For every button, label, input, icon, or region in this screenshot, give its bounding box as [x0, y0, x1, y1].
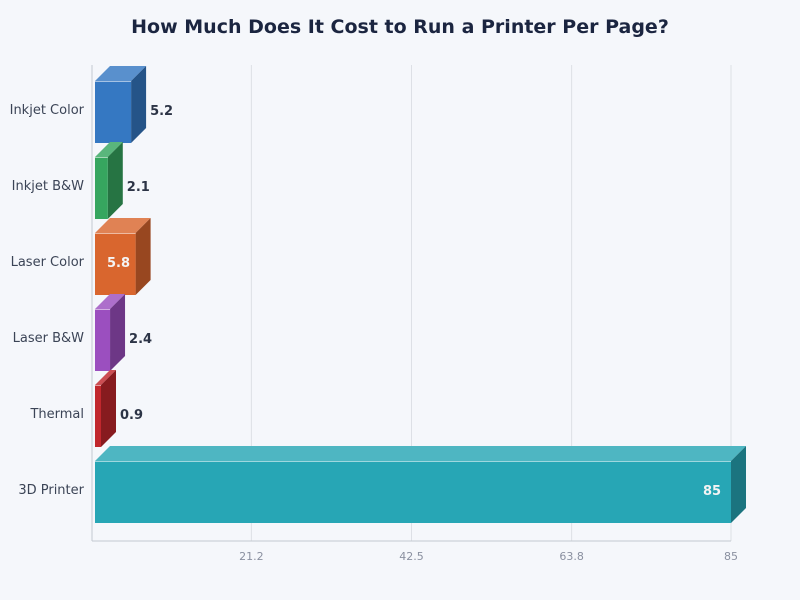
bar-top-face	[95, 142, 123, 157]
y-category-label: Laser Color	[10, 255, 84, 270]
bar-side-face	[731, 446, 746, 523]
bar-side-face	[101, 370, 116, 447]
x-tick-label: 42.5	[399, 550, 424, 563]
bar-thermal	[95, 385, 101, 447]
y-category-label: 3D Printer	[18, 483, 84, 498]
y-category-label: Inkjet Color	[9, 103, 84, 118]
bar-top-face	[95, 66, 147, 81]
bar-top-face	[95, 370, 116, 385]
bar-3d-printer	[95, 461, 731, 523]
bar-inkjet-b-w	[95, 157, 108, 219]
value-label: 2.1	[126, 180, 150, 195]
bar-top-face	[95, 218, 151, 233]
bar-inkjet-color	[95, 81, 132, 143]
y-category-label: Laser B&W	[12, 331, 84, 346]
x-tick-label: 21.2	[239, 550, 264, 563]
x-tick-label: 63.8	[559, 550, 584, 563]
bar-side-face	[110, 294, 126, 371]
value-label: 0.9	[120, 408, 144, 423]
bar-side-face	[107, 142, 123, 219]
bar-laser-b-w	[95, 309, 111, 371]
value-label: 2.4	[129, 332, 153, 347]
bar-top-face	[95, 294, 126, 309]
chart-title: How Much Does It Cost to Run a Printer P…	[131, 16, 669, 38]
value-label: 85	[703, 484, 722, 499]
value-label: 5.8	[107, 256, 131, 271]
bar-side-face	[135, 218, 151, 295]
bar-laser-color	[95, 233, 136, 295]
value-label: 5.2	[150, 104, 174, 119]
y-category-label: Inkjet B&W	[11, 179, 84, 194]
bar-top-face	[95, 446, 746, 461]
x-tick-label: 85	[724, 550, 738, 563]
y-category-label: Thermal	[30, 407, 84, 422]
bar-side-face	[131, 66, 147, 143]
